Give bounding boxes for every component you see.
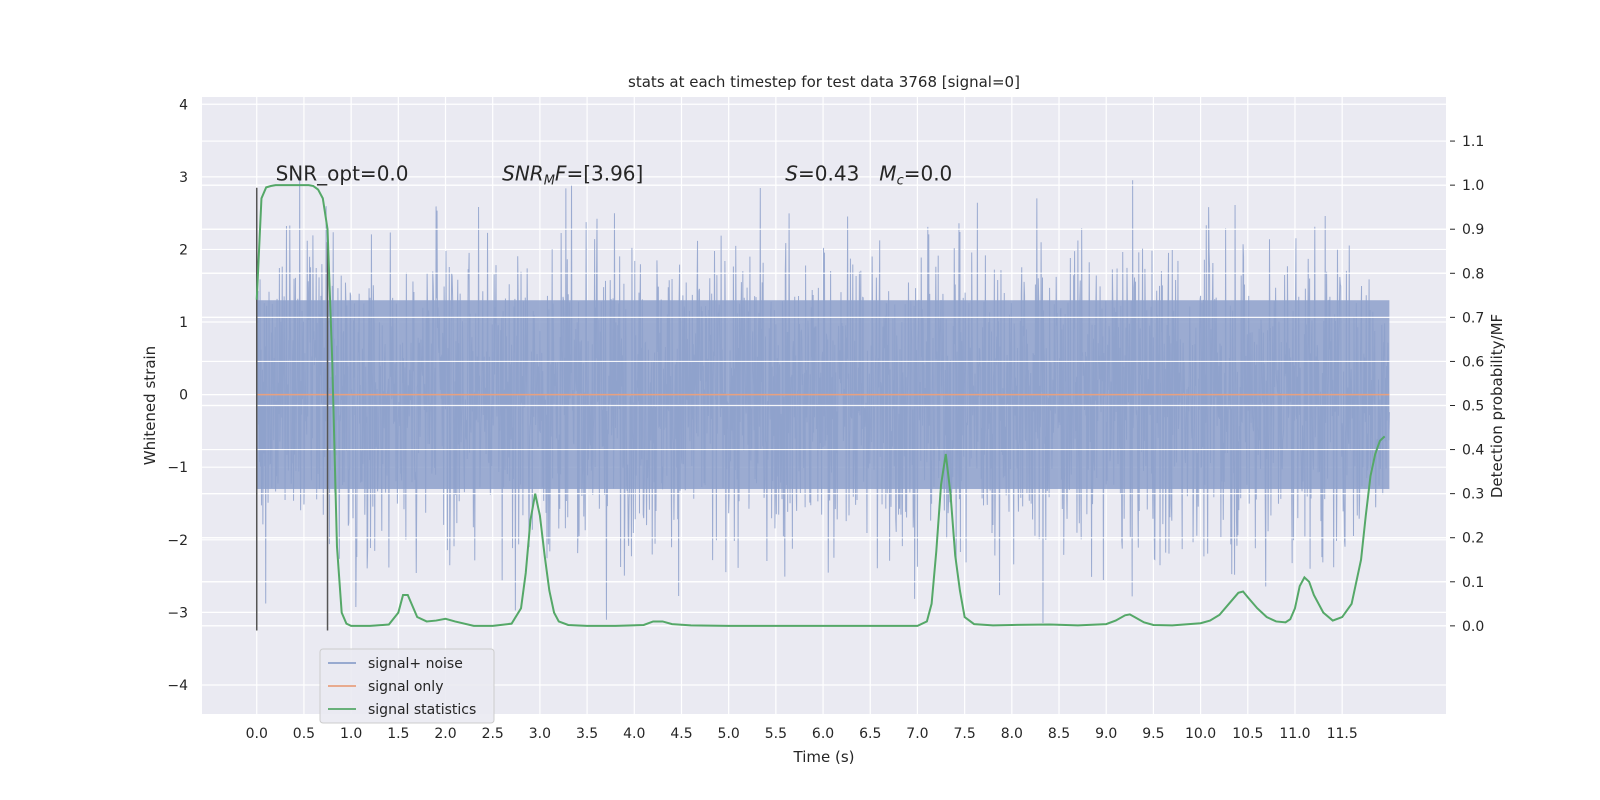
signal-statistics-path [255,184,1386,627]
y-tick-label: 0 [179,388,188,404]
legend-label: signal only [368,679,443,695]
x-tick-label: 2.0 [434,726,456,742]
x-tick-label: 9.5 [1142,726,1164,742]
x-tick-label: 3.5 [576,726,598,742]
annotation-var: M [879,161,896,185]
annotation-value: =0.0 [904,161,953,185]
legend: signal+ noise signal only signal statistic… [319,648,495,724]
x-tick-label: 7.5 [954,726,976,742]
y2-tick-label: 0.0 [1462,619,1484,635]
x-tick-label: 11.5 [1327,726,1358,742]
x-tick-label: 8.0 [1001,726,1023,742]
annotation-text: SNRMF=[3.96] [502,161,643,188]
y-tick-label: 2 [179,242,188,258]
x-tick-label: 6.0 [812,726,834,742]
legend-label: signal statistics [368,702,476,718]
x-tick-label: 7.0 [906,726,928,742]
y-tick-label: −4 [167,678,188,694]
x-tick-label: 4.0 [623,726,645,742]
annotation-text: SNR_opt=0.0 [276,161,409,185]
y2-tick-label: 0.8 [1462,266,1484,282]
y2-tick-label: 0.3 [1462,487,1484,503]
y2-tick-label: 1.0 [1462,178,1484,194]
y2-axis-ticks: 0.0 0.1 0.2 0.3 0.4 0.5 0.6 0.7 0.8 0.9 1.0 1.1 [1450,134,1484,635]
annotation-var: S [785,161,798,185]
y-tick-label: −1 [167,460,188,476]
annotation-value: =[3.96] [566,161,643,185]
signal-statistics-curve [255,184,1386,627]
y2-axis-label: Detection probability/MF [1488,314,1506,498]
x-tick-label: 5.5 [765,726,787,742]
legend-box [319,648,495,724]
x-tick-label: 10.5 [1232,726,1263,742]
x-tick-label: 3.0 [529,726,551,742]
y2-tick-label: 0.7 [1462,310,1484,326]
y-axis-label: Whitened strain [141,346,159,465]
annotation-text: S=0.43 Mc=0.0 [785,161,952,188]
annotations: SNR_opt=0.0 SNRMF=[3.96] S=0.43 Mc=0.0 [276,161,953,188]
x-tick-label: 4.5 [670,726,692,742]
y-axis-ticks: −4 −3 −2 −1 0 1 2 3 4 [167,97,188,694]
chart-title: stats at each timestep for test data 376… [628,73,1020,91]
y-tick-label: −3 [167,605,188,621]
x-tick-label: 0.5 [293,726,315,742]
annotation-var: F [555,161,567,185]
y-tick-label: −2 [167,533,188,549]
y2-tick-label: 0.9 [1462,222,1484,238]
x-tick-label: 0.0 [246,726,268,742]
x-tick-label: 1.0 [340,726,362,742]
y2-tick-label: 1.1 [1462,134,1484,150]
x-tick-label: 10.0 [1185,726,1216,742]
x-axis-label: Time (s) [793,748,855,766]
annotation-var: SNR [502,161,544,185]
x-tick-label: 2.5 [482,726,504,742]
vertical-markers [255,187,329,631]
annotation-subscript: M [544,173,555,188]
y2-tick-label: 0.4 [1462,443,1484,459]
annotation-subscript: c [897,173,904,188]
x-axis-ticks: 0.0 0.5 1.0 1.5 2.0 2.5 3.0 3.5 4.0 4.5 5.0 5.5 6.0 6… [246,726,1358,742]
x-tick-label: 8.5 [1048,726,1070,742]
legend-label: signal+ noise [368,656,463,672]
y2-tick-label: 0.2 [1462,531,1484,547]
x-tick-label: 11.0 [1279,726,1310,742]
y2-tick-label: 0.6 [1462,354,1484,370]
gridlines-overlay [202,140,1446,627]
x-tick-label: 5.0 [718,726,740,742]
x-tick-label: 6.5 [859,726,881,742]
y-tick-label: 4 [179,97,188,113]
y-tick-label: 1 [179,315,188,331]
y2-tick-label: 0.1 [1462,575,1484,591]
y2-tick-label: 0.5 [1462,399,1484,415]
x-tick-label: 1.5 [387,726,409,742]
annotation-value: =0.43 [798,161,879,185]
x-tick-label: 9.0 [1095,726,1117,742]
y-tick-label: 3 [179,170,188,186]
